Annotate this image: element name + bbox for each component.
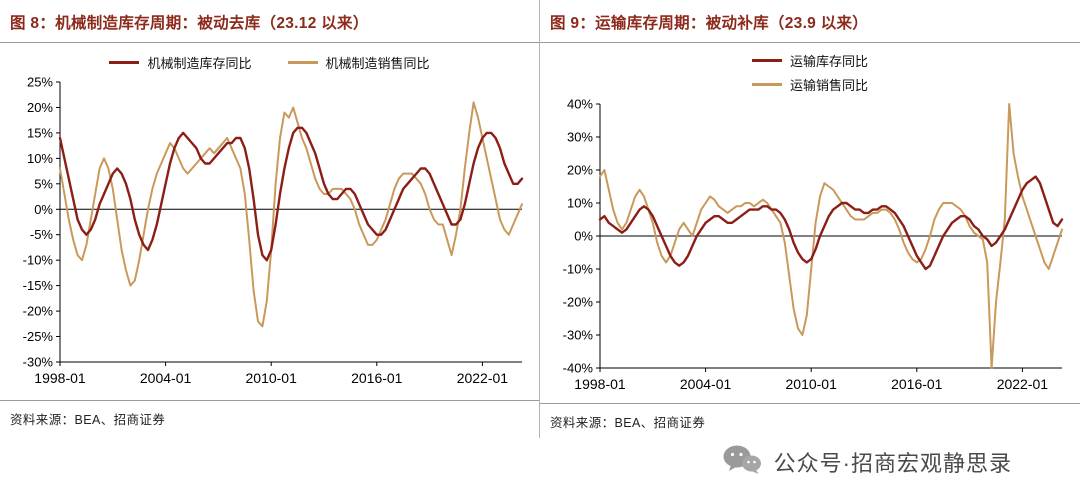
svg-text:2010-01: 2010-01 (246, 370, 298, 386)
svg-text:40%: 40% (567, 97, 593, 112)
legend-item-sales: 机械制造销售同比 (287, 53, 430, 72)
svg-text:30%: 30% (567, 130, 593, 145)
svg-text:-30%: -30% (23, 355, 54, 370)
svg-text:15%: 15% (27, 125, 53, 140)
svg-text:2016-01: 2016-01 (351, 370, 403, 386)
machinery-line-chart: 25% 20% 15% 10% 5% 0% -5% -10% -15% -20% -25% -30%1… (23, 75, 524, 386)
legend-machinery: 机械制造库存同比 机械制造销售同比 (0, 53, 539, 72)
watermark: 公众号·招商宏观静思录 (0, 438, 1080, 485)
wechat-icon (722, 444, 762, 479)
legend-swatch-sales (287, 61, 318, 64)
svg-text:25%: 25% (27, 75, 53, 90)
svg-text:2004-01: 2004-01 (140, 370, 192, 386)
legend-item-sales: 运输销售同比 (751, 75, 868, 94)
legend-item-inventory: 运输库存同比 (751, 51, 868, 70)
svg-text:-40%: -40% (563, 361, 594, 376)
legend-swatch-sales (751, 83, 782, 86)
chart-area-transport: 40% 30% 20% 10% 0% -10% -20% -30% -40% 1998-01 200… (540, 94, 1080, 403)
svg-text:2004-01: 2004-01 (680, 376, 732, 392)
chart-panel-machinery: 图 8：机械制造库存周期：被动去库（23.12 以来） 机械制造库存同比 机械制… (0, 0, 540, 438)
chart-panels: 图 8：机械制造库存周期：被动去库（23.12 以来） 机械制造库存同比 机械制… (0, 0, 1080, 438)
chart-title-machinery: 图 8：机械制造库存周期：被动去库（23.12 以来） (0, 0, 539, 43)
svg-text:1998-01: 1998-01 (574, 376, 626, 392)
legend-label-sales: 机械制造销售同比 (325, 56, 430, 71)
svg-text:-30%: -30% (563, 328, 594, 343)
chart-title-transport: 图 9：运输库存周期：被动补库（23.9 以来） (540, 0, 1080, 43)
legend-label-inventory: 机械制造库存同比 (147, 56, 252, 71)
svg-text:-20%: -20% (563, 295, 594, 310)
svg-text:0%: 0% (34, 202, 53, 217)
legend-label-sales: 运输销售同比 (789, 78, 868, 93)
svg-text:-15%: -15% (23, 278, 54, 293)
svg-text:20%: 20% (567, 163, 593, 178)
legend-swatch-inventory (751, 59, 782, 62)
svg-text:-5%: -5% (30, 227, 54, 242)
source-note-machinery: 资料来源：BEA、招商证券 (0, 400, 539, 438)
svg-text:5%: 5% (34, 176, 53, 191)
source-note-transport: 资料来源：BEA、招商证券 (540, 403, 1080, 441)
legend-label-inventory: 运输库存同比 (789, 54, 868, 69)
transport-line-chart: 40% 30% 20% 10% 0% -10% -20% -30% -40%1998-01 200… (563, 97, 1064, 392)
legend-transport: 运输库存同比 运输销售同比 (751, 51, 868, 94)
svg-text:10%: 10% (567, 196, 593, 211)
svg-text:2010-01: 2010-01 (786, 376, 838, 392)
chart-area-machinery: 25% 20% 15% 10% 5% 0% -5% -10% -15% -20% -25% -30% 1… (0, 72, 539, 397)
svg-text:-25%: -25% (23, 329, 54, 344)
legend-item-inventory: 机械制造库存同比 (109, 53, 252, 72)
svg-text:2016-01: 2016-01 (891, 376, 943, 392)
svg-text:0%: 0% (574, 229, 593, 244)
svg-text:1998-01: 1998-01 (34, 370, 86, 386)
svg-text:-20%: -20% (23, 304, 54, 319)
svg-text:2022-01: 2022-01 (457, 370, 509, 386)
legend-swatch-inventory (109, 61, 140, 64)
svg-text:20%: 20% (27, 100, 53, 115)
svg-text:2022-01: 2022-01 (997, 376, 1049, 392)
svg-text:10%: 10% (27, 151, 53, 166)
svg-text:-10%: -10% (563, 262, 594, 277)
watermark-text: 公众号·招商宏观静思录 (773, 450, 1012, 476)
svg-text:-10%: -10% (23, 253, 54, 268)
chart-panel-transport: 图 9：运输库存周期：被动补库（23.9 以来） 运输库存同比 运输销售同比 4… (540, 0, 1080, 438)
